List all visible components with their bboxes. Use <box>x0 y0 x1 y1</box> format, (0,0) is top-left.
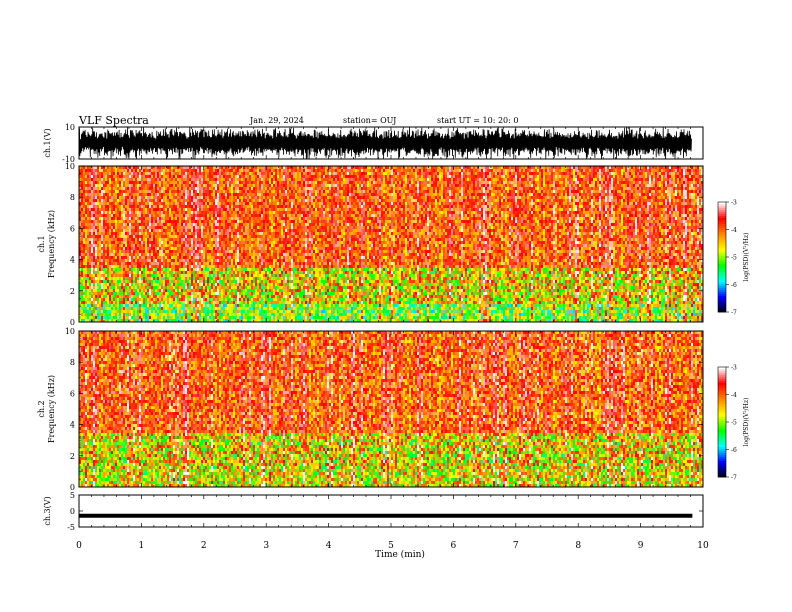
time-tick-label: 1 <box>139 541 145 551</box>
frequency-tick-label: 4 <box>70 421 75 430</box>
time-tick-label: 3 <box>263 541 269 551</box>
ch3-waveform-ytick-label: 5 <box>70 491 75 500</box>
ch1-spectrogram-image <box>79 166 704 323</box>
time-tick-label: 9 <box>638 541 644 551</box>
time-tick-label: 10 <box>697 541 709 551</box>
colorbar-tick-label: -7 <box>731 310 737 317</box>
ch3-waveform-ytick-label: 0 <box>70 507 75 516</box>
time-tick-label: 0 <box>76 541 82 551</box>
ch1-spectrogram-panel: 0 2 4 6 8 10 ch.1 Frequency (kHz) -3 -4 -5 -6 -7 l… <box>37 162 750 327</box>
colorbar-label: log(PSD)(V²/Hz) <box>743 233 750 282</box>
colorbar-label: log(PSD)(V²/Hz) <box>743 398 750 447</box>
colorbar-tick-label: -6 <box>731 282 737 289</box>
ch2-spectrogram-panel: 0 2 4 6 8 10 ch.2 Frequency (kHz) -3 -4 -5 -6 -7 l… <box>37 327 750 492</box>
ch1-colorbar: -3 -4 -5 -6 -7 log(PSD)(V²/Hz) <box>717 200 750 317</box>
frequency-tick-label: 4 <box>70 256 75 265</box>
ch2-spectrogram-ylabel: Frequency (kHz) <box>47 375 56 443</box>
colorbar-tick-label: -3 <box>731 200 737 207</box>
frequency-tick-label: 2 <box>70 452 75 461</box>
ch1-waveform-panel: 10 -10 ch.1(V) <box>43 123 704 164</box>
frequency-tick-label: 10 <box>65 162 75 171</box>
ch1-waveform-path <box>78 126 692 160</box>
ch3-waveform-panel: 5 0 -5 ch.3(V) <box>43 491 704 532</box>
ch3-waveform-frame <box>78 494 704 528</box>
frequency-tick-label: 8 <box>70 358 75 367</box>
time-tick-label: 4 <box>326 541 332 551</box>
colorbar-tick-label: -4 <box>731 227 737 234</box>
time-tick-label: 5 <box>388 541 394 551</box>
time-tick-label: 8 <box>575 541 581 551</box>
ch1-waveform-trace <box>78 126 692 160</box>
frequency-tick-label: 6 <box>70 224 75 233</box>
time-tick-label: 7 <box>513 541 519 551</box>
ch3-waveform-ylabel: ch.3(V) <box>43 496 52 525</box>
frequency-tick-label: 2 <box>70 287 75 296</box>
frequency-tick-label: 10 <box>65 327 75 336</box>
frequency-tick-label: 0 <box>70 483 75 492</box>
ch1-spectrogram-channel-label: ch.1 <box>37 235 46 252</box>
time-tick-label: 6 <box>451 541 457 551</box>
station-label: station= OUJ <box>343 116 396 125</box>
time-axis-label: Time (min) <box>375 549 425 560</box>
ch1-waveform-ytick-label: -10 <box>62 155 75 164</box>
colorbar-tick-label: -5 <box>731 420 737 427</box>
date-label: Jan. 29, 2024 <box>250 116 304 125</box>
time-tick-label: 2 <box>201 541 207 551</box>
figure-title: VLF Spectra <box>79 114 149 127</box>
colorbar-tick-label: -5 <box>731 255 737 262</box>
colorbar-tick-label: -4 <box>731 392 737 399</box>
ch3-waveform-ytick-label: -5 <box>67 523 75 532</box>
frequency-tick-label: 6 <box>70 389 75 398</box>
ch2-spectrogram-image <box>79 331 704 488</box>
ch1-waveform-ylabel: ch.1(V) <box>43 128 52 157</box>
ch1-spectrogram-ylabel: Frequency (kHz) <box>47 210 56 278</box>
time-axis: 0 1 2 3 4 5 6 7 8 9 10 <box>76 541 709 551</box>
frequency-tick-label: 0 <box>70 318 75 327</box>
ch2-spectrogram-channel-label: ch.2 <box>37 400 46 417</box>
ch1-waveform-ytick-label: 10 <box>65 123 75 132</box>
frequency-tick-label: 8 <box>70 193 75 202</box>
colorbar-tick-label: -6 <box>731 447 737 454</box>
colorbar-tick-label: -7 <box>731 475 737 482</box>
start-ut-label: start UT = 10: 20: 0 <box>437 116 518 125</box>
colorbar-tick-label: -3 <box>731 365 737 372</box>
ch2-colorbar: -3 -4 -5 -6 -7 log(PSD)(V²/Hz) <box>717 365 750 482</box>
